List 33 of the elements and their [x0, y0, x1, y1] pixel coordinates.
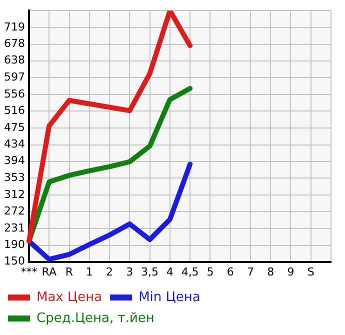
- y-tick-label: 638: [4, 54, 25, 67]
- y-tick-label: 678: [4, 37, 25, 50]
- x-tick-label: 1: [86, 265, 93, 278]
- y-tick-label: 231: [4, 221, 25, 234]
- x-tick-label: 7: [246, 265, 254, 278]
- x-tick-label: 5: [206, 265, 214, 278]
- legend-label: Сред.Цена, т.йен: [36, 310, 154, 326]
- y-tick-label: 312: [4, 188, 25, 201]
- y-tick-label: 394: [4, 154, 25, 168]
- x-tick-label: 9: [287, 265, 294, 278]
- y-tick-label: 556: [4, 87, 25, 100]
- x-tick-label: 6: [226, 265, 234, 278]
- x-tick-label: ***: [20, 265, 38, 278]
- x-tick-label: R: [65, 265, 74, 278]
- y-tick-label: 719: [4, 20, 25, 34]
- y-tick-label: 434: [4, 138, 25, 151]
- x-tick-label: 3: [126, 265, 134, 278]
- legend-label: Max Цена: [36, 290, 102, 305]
- y-tick-label: 475: [4, 120, 25, 134]
- y-tick-label: 272: [4, 204, 25, 218]
- legend-label: Min Цена: [138, 290, 200, 305]
- x-tick-label: 4,5: [181, 265, 199, 278]
- y-tick-label: 150: [4, 254, 25, 268]
- x-tick-label: RA: [42, 265, 57, 278]
- x-tick-label: 3,5: [141, 265, 159, 278]
- x-tick-label: 4: [166, 265, 174, 278]
- y-tick-label: 516: [4, 104, 25, 117]
- x-tick-label: 8: [267, 265, 274, 278]
- y-tick-label: 597: [4, 70, 25, 84]
- y-tick-label: 353: [4, 171, 25, 184]
- x-tick-label: 2: [106, 265, 114, 278]
- y-tick-label: 190: [4, 238, 25, 252]
- x-tick-label: S: [307, 265, 314, 278]
